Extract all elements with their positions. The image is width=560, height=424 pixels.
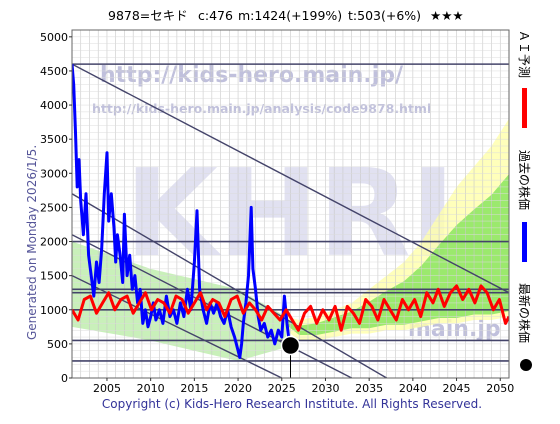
series-line-ai-forecast [72,284,509,332]
y-tick-label: 500 [47,338,68,351]
copyright-text: Copyright (c) Kids-Hero Research Institu… [102,397,482,411]
y-tick-label: 4000 [40,99,68,112]
x-tick-label: 2020 [224,382,252,395]
plot-frame [71,29,510,379]
legend-swatch-forecast [522,88,527,128]
x-tick-label: 2010 [137,382,165,395]
forecast-band-inner [286,174,509,336]
y-tick-label: 1000 [40,304,68,317]
x-tick-label: 2050 [486,382,514,395]
ticker-label: 9878=セキド [108,8,188,23]
generated-date-label: Generated on Monday 2026/1/5. [25,145,39,340]
y-tick-label: 3000 [40,167,68,180]
target-price-label: t:503(+6%) [348,8,421,23]
watermark: KHRI http://kids-hero.main.jp/http://kids… [92,63,501,342]
watermark-url-small: http://kids-hero.main.jp/analysis/code98… [92,101,431,116]
current-price-label: c:476 [198,8,233,23]
x-tick-label: 2045 [443,382,471,395]
legend-swatch-latest [520,359,532,371]
legend-label-forecast: ＡＩ予測 [517,30,531,78]
max-price-label: m:1424(+199%) [238,8,342,23]
plot-content: KHRI http://kids-hero.main.jp/http://kids… [72,30,509,378]
x-tick-label: 2035 [355,382,383,395]
y-tick-label: 0 [61,372,68,385]
y-tick-label: 3500 [40,133,68,146]
y-tick-label: 4500 [40,65,68,78]
series-line-past-price [72,63,292,359]
y-tick-label: 2000 [40,236,68,249]
y-tick-label: 1500 [40,270,68,283]
x-tick-label: 2005 [93,382,121,395]
legend-label-latest: 最新の株価 [517,283,532,343]
legend-label-past: 過去の株価 [517,150,532,210]
watermark-big: KHRI [125,145,455,284]
axes: 0 500 1000 1500 2000 2500 3000 3500 4000 4500 5000… [40,31,514,395]
x-tick-label: 2025 [268,382,296,395]
y-tick-label: 5000 [40,31,68,44]
x-tick-label: 2015 [180,382,208,395]
trend-line [72,63,509,294]
x-tick-label: 2030 [311,382,339,395]
watermark-url-large: http://kids-hero.main.jp/ [100,63,404,88]
chart-header: 9878=セキド c:476 m:1424(+199%) t:503(+6%) … [108,8,464,23]
x-tick-label: 2040 [399,382,427,395]
latest-price-marker [280,335,301,356]
legend-swatch-past [522,222,527,262]
legend: ＡＩ予測 過去の株価 最新の株価 [517,30,532,371]
rating-stars: ★★★ [430,8,464,23]
y-tick-label: 2500 [40,201,68,214]
